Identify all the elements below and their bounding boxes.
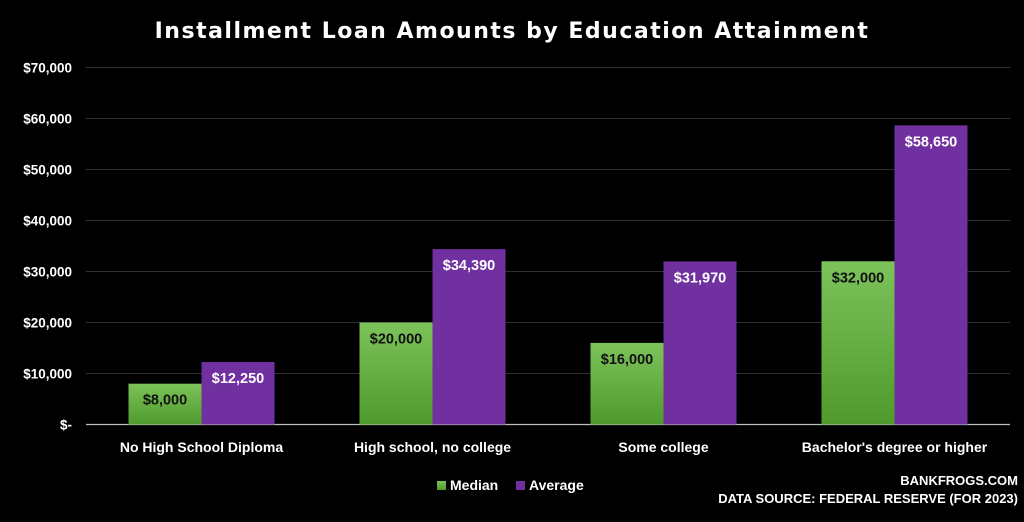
data-label-average: $31,970 bbox=[674, 270, 726, 286]
category-label: Bachelor's degree or higher bbox=[802, 439, 988, 455]
y-tick-label: $50,000 bbox=[23, 163, 72, 178]
data-label-average: $34,390 bbox=[443, 258, 495, 274]
data-label-median: $8,000 bbox=[143, 393, 187, 409]
category-label: Some college bbox=[618, 439, 708, 455]
bar-average bbox=[894, 125, 968, 425]
y-tick-label: $10,000 bbox=[23, 367, 72, 382]
y-axis: $- $10,000 $20,000 $30,000 $40,000 $50,000 $60… bbox=[23, 61, 72, 433]
data-label-average: $58,650 bbox=[905, 134, 957, 150]
chart-title: Installment Loan Amounts by Education At… bbox=[155, 19, 870, 44]
bar-median bbox=[590, 342, 664, 425]
y-tick-label: $30,000 bbox=[23, 265, 72, 280]
data-label-median: $20,000 bbox=[370, 332, 422, 348]
legend-swatch-median bbox=[437, 481, 446, 490]
legend-swatch-average bbox=[516, 481, 525, 490]
footer-source: DATA SOURCE: FEDERAL RESERVE (FOR 2023) bbox=[718, 491, 1018, 506]
legend: Median Average bbox=[437, 477, 584, 493]
y-tick-label: $20,000 bbox=[23, 316, 72, 331]
category-label: High school, no college bbox=[354, 439, 511, 455]
bar-median bbox=[359, 322, 433, 425]
footer-site: BANKFROGS.COM bbox=[900, 473, 1018, 488]
x-axis: No High School Diploma High school, no co… bbox=[120, 439, 988, 455]
bar-median bbox=[821, 261, 895, 425]
data-label-median: $32,000 bbox=[832, 270, 884, 286]
y-tick-label: $40,000 bbox=[23, 214, 72, 229]
y-tick-label: $- bbox=[60, 418, 72, 433]
legend-label-average: Average bbox=[529, 477, 584, 493]
bar-average bbox=[201, 362, 275, 425]
y-tick-label: $60,000 bbox=[23, 112, 72, 127]
data-label-average: $12,250 bbox=[212, 371, 264, 387]
bar-median bbox=[128, 383, 202, 425]
y-tick-label: $70,000 bbox=[23, 61, 72, 76]
data-label-median: $16,000 bbox=[601, 352, 653, 368]
legend-label-median: Median bbox=[450, 477, 498, 493]
bar-average bbox=[663, 261, 737, 425]
bar-average bbox=[432, 249, 506, 425]
data-labels: $8,000 $12,250 $20,000 $34,390 $16,000 $31,97… bbox=[143, 134, 957, 408]
bars bbox=[128, 125, 968, 425]
category-label: No High School Diploma bbox=[120, 439, 284, 455]
